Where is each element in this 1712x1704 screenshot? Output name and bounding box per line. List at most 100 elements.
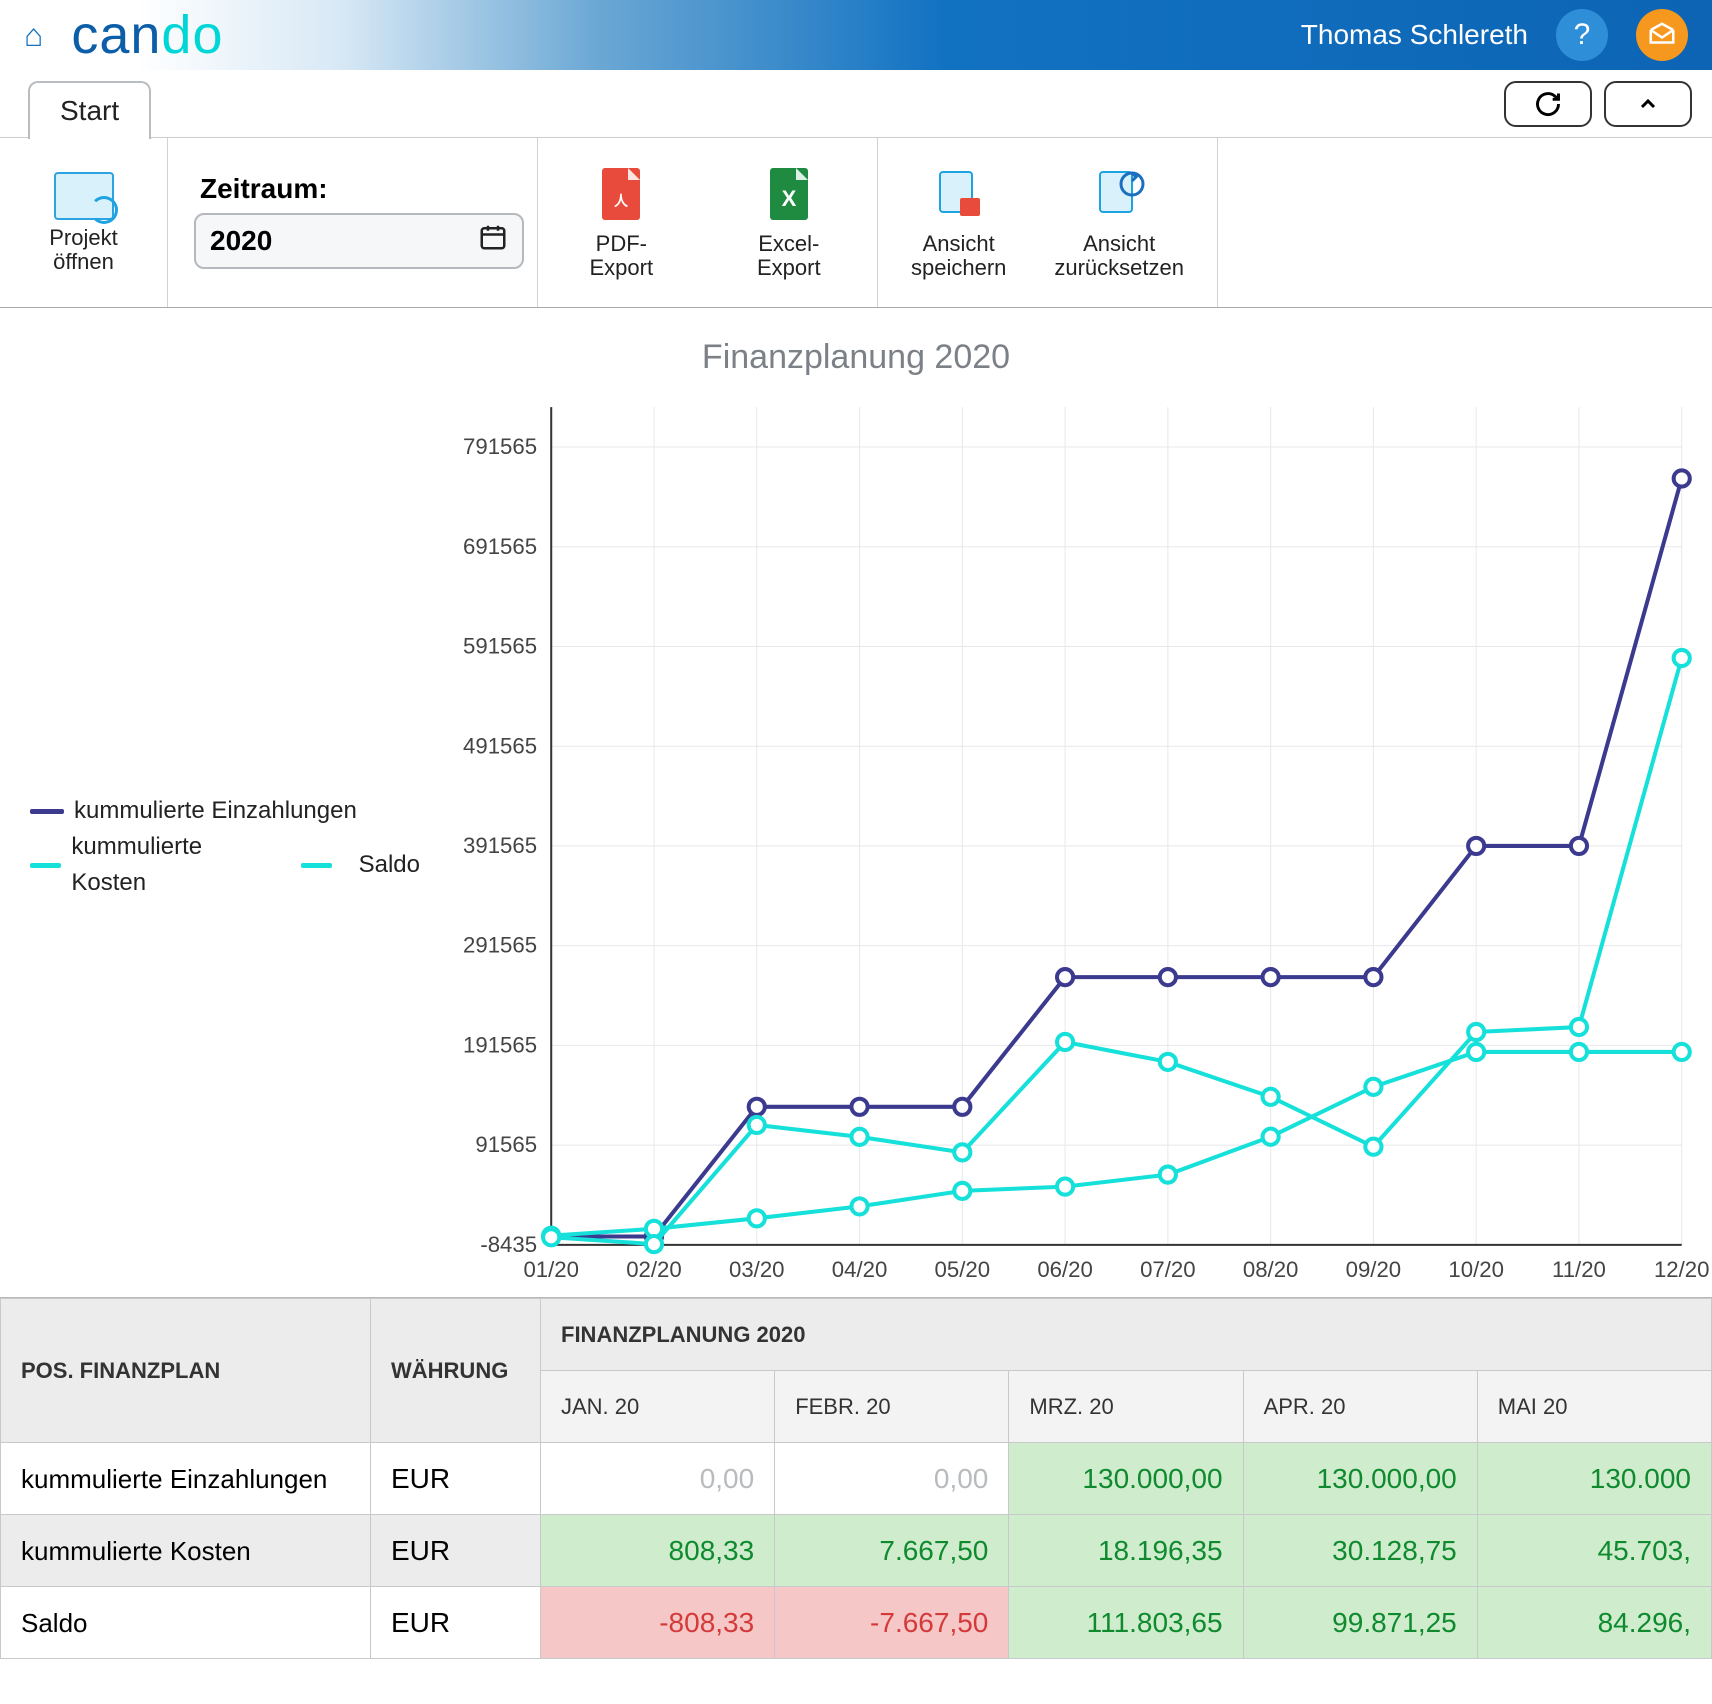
cell[interactable]: 99.871,25 <box>1243 1587 1477 1659</box>
zeitraum-label: Zeitraum: <box>200 173 328 205</box>
th-month-1[interactable]: FEBR. 20 <box>775 1371 1009 1443</box>
toolbar-export: 人 PDF-Export X Excel-Export <box>538 138 878 307</box>
chart-plot[interactable]: -843591565191565291565391565491565591565… <box>420 397 1712 1297</box>
legend-swatch-0 <box>30 809 64 814</box>
th-month-3[interactable]: APR. 20 <box>1243 1371 1477 1443</box>
row-label: Saldo <box>1 1587 371 1659</box>
table-row: SaldoEUR-808,33-7.667,50111.803,6599.871… <box>1 1587 1712 1659</box>
open-project-icon <box>54 172 114 220</box>
legend-swatch-1 <box>30 863 61 868</box>
svg-text:-8435: -8435 <box>480 1232 537 1257</box>
cell[interactable]: 84.296, <box>1477 1587 1711 1659</box>
legend-label-0: kummulierte Einzahlungen <box>74 793 357 829</box>
cell[interactable]: 0,00 <box>541 1443 775 1515</box>
svg-text:591565: 591565 <box>463 634 537 659</box>
save-view-label: Ansichtspeichern <box>911 232 1006 280</box>
save-view-icon <box>932 166 986 224</box>
logo-text-a: can <box>71 4 161 66</box>
chart-svg: -843591565191565291565391565491565591565… <box>420 397 1712 1305</box>
th-month-4[interactable]: MAI 20 <box>1477 1371 1711 1443</box>
svg-text:X: X <box>781 186 796 211</box>
excel-export-label: Excel-Export <box>727 232 851 280</box>
user-name[interactable]: Thomas Schlereth <box>1301 19 1528 51</box>
cell[interactable]: -7.667,50 <box>775 1587 1009 1659</box>
svg-text:06/20: 06/20 <box>1037 1257 1093 1282</box>
row-label: kummulierte Kosten <box>1 1515 371 1587</box>
pdf-icon: 人 <box>596 166 646 224</box>
toolbar-view: Ansichtspeichern Ansichtzurücksetzen <box>878 138 1218 307</box>
logo-text-b: do <box>161 4 223 66</box>
svg-text:01/20: 01/20 <box>523 1257 579 1282</box>
cell[interactable]: 7.667,50 <box>775 1515 1009 1587</box>
cell[interactable]: 0,00 <box>775 1443 1009 1515</box>
th-month-0[interactable]: JAN. 20 <box>541 1371 775 1443</box>
save-view-button[interactable]: Ansichtspeichern <box>911 166 1006 280</box>
svg-text:11/20: 11/20 <box>1552 1257 1606 1282</box>
table-row: kummulierte KostenEUR808,337.667,5018.19… <box>1 1515 1712 1587</box>
svg-text:91565: 91565 <box>475 1132 537 1157</box>
svg-text:491565: 491565 <box>463 733 537 758</box>
svg-text:09/20: 09/20 <box>1346 1257 1402 1282</box>
th-pos[interactable]: POS. FINANZPLAN <box>1 1299 371 1443</box>
help-icon[interactable]: ? <box>1556 9 1608 61</box>
cell[interactable]: 808,33 <box>541 1515 775 1587</box>
legend-item-0: kummulierte Einzahlungen <box>30 793 420 829</box>
tab-start[interactable]: Start <box>28 81 151 139</box>
svg-text:12/20: 12/20 <box>1654 1257 1710 1282</box>
svg-text:10/20: 10/20 <box>1448 1257 1504 1282</box>
reset-view-button[interactable]: Ansichtzurücksetzen <box>1054 166 1184 280</box>
cell[interactable]: 18.196,35 <box>1009 1515 1243 1587</box>
svg-text:05/20: 05/20 <box>935 1257 991 1282</box>
toolbar: Projektöffnen Zeitraum: 2020 人 PDF-Expor… <box>0 138 1712 308</box>
excel-icon: X <box>764 166 814 224</box>
th-main[interactable]: FINANZPLANUNG 2020 <box>541 1299 1712 1371</box>
inbox-icon[interactable] <box>1636 9 1688 61</box>
app-logo: can do <box>71 4 223 66</box>
toolbar-spacer <box>1218 138 1712 307</box>
svg-text:391565: 391565 <box>463 833 537 858</box>
pdf-export-label: PDF-Export <box>564 232 679 280</box>
legend-label-2: Saldo <box>359 847 420 883</box>
app-header: ⌂ can do Thomas Schlereth ? <box>0 0 1712 70</box>
cell[interactable]: 130.000,00 <box>1009 1443 1243 1515</box>
toolbar-open-project[interactable]: Projektöffnen <box>0 138 168 307</box>
svg-text:791565: 791565 <box>463 434 537 459</box>
collapse-button[interactable] <box>1604 81 1692 127</box>
calendar-icon <box>478 222 508 259</box>
row-currency: EUR <box>371 1443 541 1515</box>
cell[interactable]: 130.000 <box>1477 1443 1711 1515</box>
row-currency: EUR <box>371 1587 541 1659</box>
svg-text:691565: 691565 <box>463 534 537 559</box>
cell[interactable]: 45.703, <box>1477 1515 1711 1587</box>
refresh-button[interactable] <box>1504 81 1592 127</box>
cell[interactable]: -808,33 <box>541 1587 775 1659</box>
th-month-2[interactable]: MRZ. 20 <box>1009 1371 1243 1443</box>
tab-right-buttons <box>1504 81 1692 127</box>
cell[interactable]: 130.000,00 <box>1243 1443 1477 1515</box>
legend-swatch-2 <box>301 863 332 868</box>
legend-label-1: kummulierte Kosten <box>71 829 267 901</box>
reset-view-label: Ansichtzurücksetzen <box>1054 232 1184 280</box>
tab-bar: Start <box>0 70 1712 138</box>
row-currency: EUR <box>371 1515 541 1587</box>
chart-title: Finanzplanung 2020 <box>0 338 1712 377</box>
pdf-export-button[interactable]: 人 PDF-Export <box>564 166 679 280</box>
cell[interactable]: 30.128,75 <box>1243 1515 1477 1587</box>
svg-text:02/20: 02/20 <box>626 1257 682 1282</box>
open-project-label: Projektöffnen <box>49 226 117 274</box>
home-icon[interactable]: ⌂ <box>24 17 43 54</box>
cell[interactable]: 111.803,65 <box>1009 1587 1243 1659</box>
th-currency[interactable]: WÄHRUNG <box>371 1299 541 1443</box>
chart-area: kummulierte Einzahlungen kummulierte Kos… <box>0 397 1712 1297</box>
zeitraum-select[interactable]: 2020 <box>194 213 524 269</box>
chart-legend: kummulierte Einzahlungen kummulierte Kos… <box>0 397 420 1297</box>
chart-section: Finanzplanung 2020 kummulierte Einzahlun… <box>0 308 1712 1297</box>
svg-text:03/20: 03/20 <box>729 1257 785 1282</box>
svg-text:人: 人 <box>614 193 629 209</box>
zeitraum-value: 2020 <box>210 225 478 257</box>
excel-export-button[interactable]: X Excel-Export <box>727 166 851 280</box>
svg-text:08/20: 08/20 <box>1243 1257 1299 1282</box>
svg-text:291565: 291565 <box>463 933 537 958</box>
toolbar-zeitraum: Zeitraum: 2020 <box>168 138 538 307</box>
svg-text:07/20: 07/20 <box>1140 1257 1196 1282</box>
